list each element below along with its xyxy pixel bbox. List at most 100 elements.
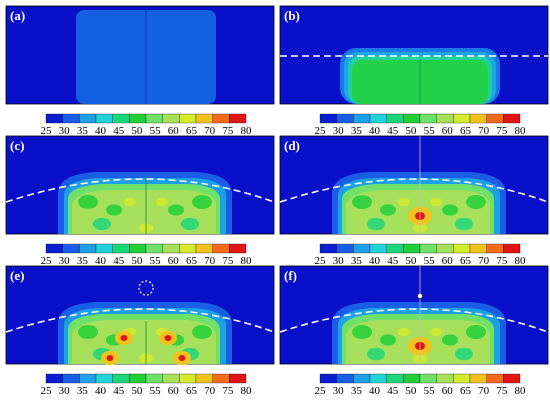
colorbar-tick-label: 80 — [241, 255, 253, 267]
colorbar-tick-label: 55 — [424, 125, 436, 137]
colorbar-tick-label: 40 — [369, 255, 381, 267]
colorbar-swatch — [386, 373, 404, 384]
colorbar-tick-label: 35 — [351, 385, 363, 397]
colorbar-swatch — [469, 113, 487, 124]
colorbar-swatch — [469, 243, 487, 254]
colorbar-swatch — [403, 113, 421, 124]
colorbar-swatch — [503, 373, 521, 384]
colorbar: 25 30 35 40 45 50 55 60 65 70 75 80 — [41, 243, 253, 267]
colorbar-tick-label: 50 — [405, 255, 417, 267]
colorbar-tick-label: 25 — [41, 255, 53, 267]
colorbar-tick-label: 35 — [77, 385, 89, 397]
colorbar-swatch — [436, 243, 454, 254]
colorbar-tick-label: 30 — [333, 385, 345, 397]
colorbar-swatch — [195, 113, 213, 124]
probe-marker — [417, 293, 423, 299]
colorbar-swatch — [195, 373, 213, 384]
colorbar-tick-label: 50 — [131, 255, 143, 267]
colorbar-swatch — [229, 243, 247, 254]
panel-label: (e) — [10, 268, 24, 283]
colorbar-tick-label: 55 — [424, 255, 436, 267]
colorbar-swatch — [386, 243, 404, 254]
colorbar-tick-label: 70 — [204, 255, 216, 267]
panel-d: (d) 25 30 35 40 45 50 55 60 65 70 75 80 — [279, 135, 550, 267]
colorbar-swatch — [129, 373, 147, 384]
colorbar-tick-label: 65 — [186, 255, 198, 267]
colorbar-swatch — [369, 113, 387, 124]
colorbar-tick-label: 25 — [315, 255, 327, 267]
colorbar-tick-label: 35 — [351, 125, 363, 137]
colorbar-tick-label: 60 — [168, 385, 180, 397]
colorbar-swatch — [179, 113, 197, 124]
colorbar-swatch — [129, 243, 147, 254]
colorbar-swatch — [145, 373, 163, 384]
colorbar-swatch — [353, 373, 371, 384]
colorbar-tick-label: 25 — [41, 385, 53, 397]
dashed-boundary — [279, 308, 549, 333]
colorbar-swatch — [319, 243, 337, 254]
colorbar-tick-label: 30 — [333, 125, 345, 137]
colorbar-swatch — [336, 243, 354, 254]
colorbar: 25 30 35 40 45 50 55 60 65 70 75 80 — [315, 243, 527, 267]
colorbar-tick-label: 70 — [204, 385, 216, 397]
colorbar-swatch — [403, 243, 421, 254]
colorbar-tick-label: 75 — [222, 385, 234, 397]
colorbar-tick-label: 75 — [222, 255, 234, 267]
colorbar-swatch — [353, 243, 371, 254]
colorbar: 25 30 35 40 45 50 55 60 65 70 75 80 — [41, 113, 253, 137]
colorbar-swatch — [179, 373, 197, 384]
contour-plot: (f) 25 30 35 40 45 50 55 60 65 70 75 80 — [279, 265, 549, 397]
contour-region — [340, 48, 500, 104]
colorbar-swatch — [503, 113, 521, 124]
colorbar-tick-label: 80 — [241, 125, 253, 137]
colorbar-tick-label: 45 — [387, 385, 399, 397]
colorbar-swatch — [95, 113, 113, 124]
colorbar-tick-label: 45 — [113, 125, 125, 137]
colorbar-tick-label: 80 — [515, 255, 527, 267]
colorbar-swatch — [45, 243, 63, 254]
colorbar-tick-label: 25 — [315, 125, 327, 137]
colorbar-swatch — [145, 113, 163, 124]
colorbar-swatch — [79, 243, 97, 254]
colorbar-tick-label: 80 — [515, 385, 527, 397]
contour-plot: (b) 25 30 35 40 45 50 55 60 65 70 75 80 — [279, 5, 549, 137]
dotted-circle-marker — [138, 280, 154, 296]
panel-label: (d) — [284, 138, 300, 153]
colorbar-swatch — [212, 373, 230, 384]
colorbar-swatch — [486, 243, 504, 254]
dashed-boundary — [5, 178, 275, 203]
colorbar-tick-label: 75 — [496, 255, 508, 267]
colorbar-tick-label: 55 — [150, 255, 162, 267]
colorbar-swatch — [162, 243, 180, 254]
colorbar-tick-label: 80 — [241, 385, 253, 397]
contour-plot: (a) 25 30 35 40 45 50 55 60 65 70 75 80 — [5, 5, 275, 137]
panel-label: (f) — [284, 268, 297, 283]
contour-region — [58, 172, 232, 234]
colorbar-swatch — [453, 113, 471, 124]
colorbar-swatch — [195, 243, 213, 254]
colorbar-swatch — [112, 243, 130, 254]
colorbar-tick-label: 65 — [186, 125, 198, 137]
contour-region — [332, 302, 506, 364]
colorbar-swatch — [179, 243, 197, 254]
colorbar-tick-label: 30 — [333, 255, 345, 267]
colorbar-swatch — [336, 113, 354, 124]
colorbar-tick-label: 40 — [369, 385, 381, 397]
colorbar-tick-label: 55 — [424, 385, 436, 397]
colorbar-tick-label: 70 — [478, 255, 490, 267]
colorbar-tick-label: 45 — [387, 125, 399, 137]
colorbar: 25 30 35 40 45 50 55 60 65 70 75 80 — [41, 373, 253, 397]
colorbar-swatch — [403, 373, 421, 384]
colorbar-tick-label: 60 — [442, 385, 454, 397]
colorbar-swatch — [62, 373, 80, 384]
colorbar-tick-label: 35 — [77, 255, 89, 267]
colorbar-swatch — [453, 373, 471, 384]
contour-region — [58, 302, 232, 365]
colorbar-swatch — [162, 113, 180, 124]
colorbar-swatch — [129, 113, 147, 124]
contour-plot: (c) 25 30 35 40 45 50 55 60 65 70 75 80 — [5, 135, 275, 267]
contour-region — [332, 172, 506, 234]
colorbar-swatch — [162, 373, 180, 384]
colorbar-swatch — [469, 373, 487, 384]
colorbar-tick-label: 45 — [113, 255, 125, 267]
